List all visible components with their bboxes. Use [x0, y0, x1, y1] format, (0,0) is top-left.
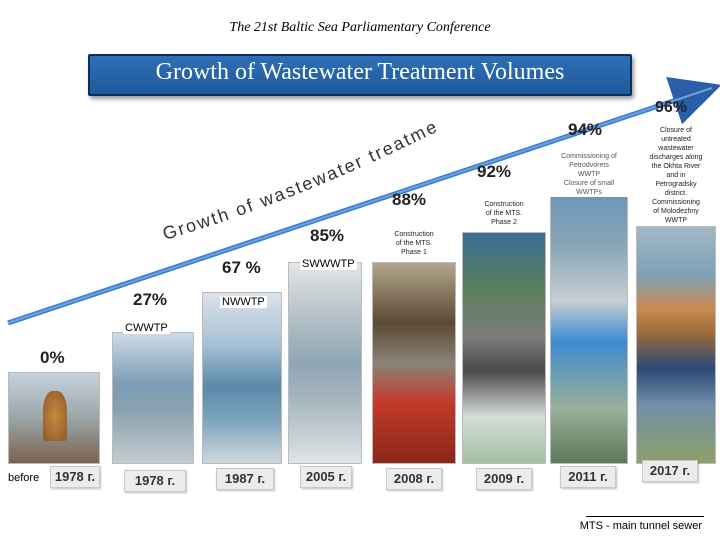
- year-2008: 2008 г.: [386, 468, 442, 490]
- photo-mts-phase1: [372, 262, 456, 464]
- title-banner: Growth of Wastewater Treatment Volumes: [88, 54, 632, 96]
- photo-nwwtp: [202, 292, 282, 464]
- growth-caption: Growth of wastewater treatment volumes: [0, 0, 440, 244]
- year-2009: 2009 г.: [476, 468, 532, 490]
- pct-96: 96%: [655, 99, 688, 116]
- pct-27: 27%: [133, 290, 168, 309]
- note-petrodvorets: Commissioning of Petrodvorets WWTP Closure …: [550, 152, 628, 197]
- year-before-1978: 1978 г.: [50, 466, 100, 488]
- pct-88: 88%: [392, 190, 427, 209]
- svg-text:Growth of wastewater treatment: Growth of wastewater treatment volumes: [0, 0, 442, 244]
- footnote: MTS - main tunnel sewer: [579, 520, 702, 532]
- label-cwwtp: CWWTP: [123, 322, 170, 334]
- year-1987: 1987 г.: [216, 468, 274, 490]
- before-label: before: [8, 472, 40, 484]
- photo-2017: [636, 226, 716, 464]
- photo-mts-phase2: [462, 232, 546, 464]
- photo-before-1978: [8, 372, 100, 464]
- pct-92: 92%: [477, 162, 512, 181]
- year-2011: 2011 г.: [560, 466, 616, 488]
- year-2017: 2017 г.: [642, 460, 698, 482]
- footnote-rule: [586, 516, 704, 517]
- pct-67: 67 %: [222, 258, 261, 277]
- year-2005: 2005 г.: [300, 466, 352, 488]
- label-swwwtp: SWWWTP: [300, 258, 357, 270]
- note-closure-molodezhny: Closure of untreated wastewater discharges …: [636, 126, 716, 225]
- photo-2011: [550, 192, 628, 464]
- page-title: Growth of Wastewater Treatment Volumes: [155, 59, 565, 85]
- note-mts-phase1: Construction of the MTS. Phase 1: [372, 230, 456, 257]
- note-mts-phase2: Construction of the MTS. Phase 2: [462, 200, 546, 227]
- label-nwwtp: NWWTP: [220, 296, 267, 308]
- pct-85: 85%: [310, 226, 345, 245]
- pct-0: 0%: [40, 348, 65, 367]
- year-1978: 1978 г.: [124, 470, 186, 492]
- photo-swwwtp: [288, 262, 362, 464]
- pct-94: 94%: [568, 120, 603, 139]
- conference-title: The 21st Baltic Sea Parliamentary Confer…: [229, 20, 491, 35]
- photo-cwwtp: [112, 332, 194, 464]
